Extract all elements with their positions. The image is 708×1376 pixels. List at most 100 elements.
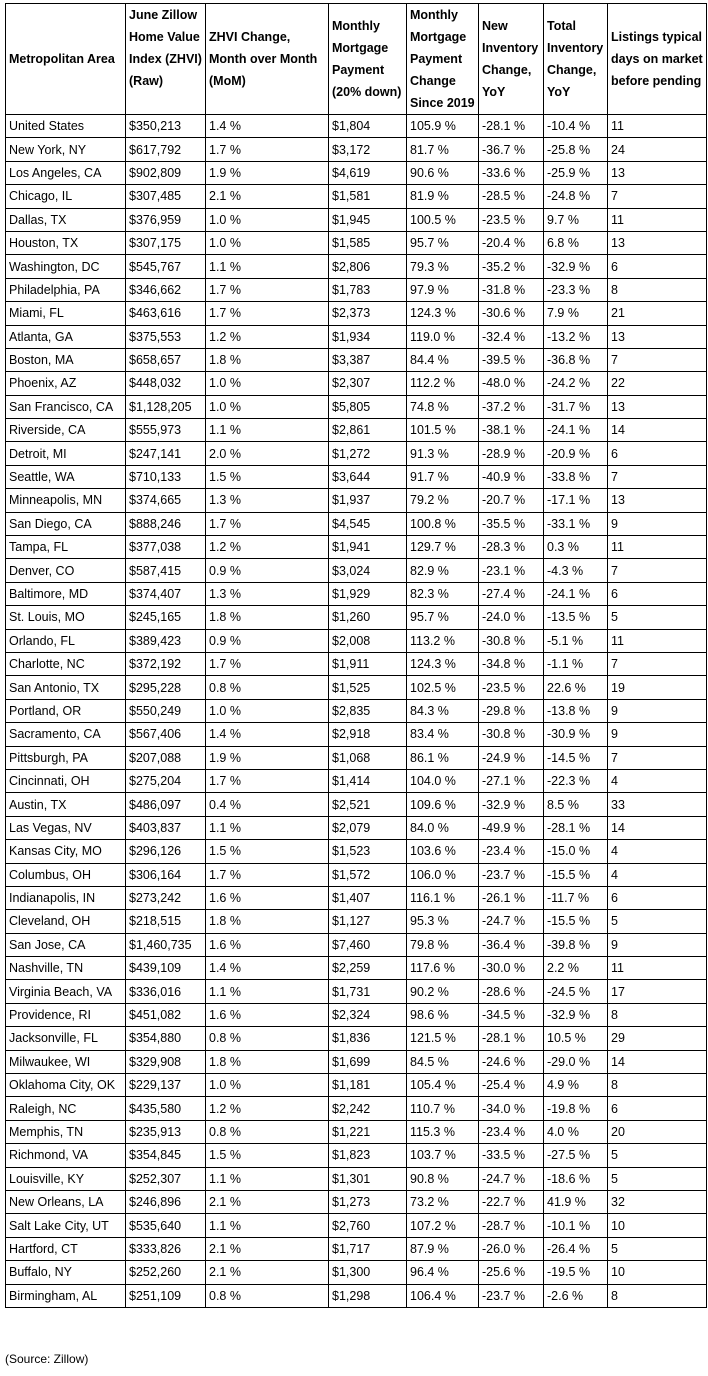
table-cell: 1.7 %	[205, 301, 329, 326]
table-cell: 1.0 %	[205, 1073, 329, 1098]
table-cell: 8	[607, 277, 707, 303]
table-cell: 0.9 %	[205, 558, 329, 583]
table-row: Pittsburgh, PA $207,088 1.9 % $1,068 86.1 % -…	[5, 745, 707, 770]
table-cell: St. Louis, MO	[5, 605, 126, 630]
table-cell: $296,126	[125, 839, 206, 864]
table-cell: 1.7 %	[205, 277, 329, 303]
table-cell: 84.3 %	[406, 698, 479, 724]
table-cell: -24.2 %	[543, 371, 608, 396]
table-cell: 117.6 %	[406, 956, 479, 981]
table-cell: 1.7 %	[205, 862, 329, 887]
table-cell: -34.0 %	[478, 1096, 544, 1121]
table-cell: 101.5 %	[406, 418, 479, 443]
table-cell: 11	[607, 113, 707, 139]
table-row: Houston, TX $307,175 1.0 % $1,585 95.7 % -20.…	[5, 230, 707, 256]
table-cell: 33	[607, 792, 707, 817]
table-cell: -28.5 %	[478, 184, 544, 209]
table-cell: -23.7 %	[478, 1283, 544, 1308]
table-cell: Dallas, TX	[5, 207, 126, 232]
table-cell: 11	[607, 628, 707, 653]
header-cell: Listings typical days on market before p…	[607, 3, 707, 115]
table-cell: 91.7 %	[406, 464, 479, 490]
table-cell: 1.6 %	[205, 932, 329, 958]
table-cell: -23.7 %	[478, 862, 544, 887]
table-cell: -15.0 %	[543, 839, 608, 864]
table-cell: 129.7 %	[406, 535, 479, 560]
table-cell: $1,585	[328, 230, 407, 256]
table-cell: 14	[607, 418, 707, 443]
table-cell: 7	[607, 745, 707, 770]
table-cell: -32.4 %	[478, 324, 544, 349]
table-cell: 79.8 %	[406, 932, 479, 958]
table-row: Denver, CO $587,415 0.9 % $3,024 82.9 % -23.1…	[5, 558, 707, 583]
table-cell: -23.1 %	[478, 558, 544, 583]
table-cell: $346,662	[125, 277, 206, 303]
table-cell: -33.5 %	[478, 1143, 544, 1168]
table-cell: 83.4 %	[406, 722, 479, 747]
table-cell: 22	[607, 371, 707, 396]
table-cell: $354,845	[125, 1143, 206, 1168]
table-cell: -27.1 %	[478, 768, 544, 794]
table-row: Hartford, CT $333,826 2.1 % $1,717 87.9 % -26…	[5, 1236, 707, 1262]
table-cell: $902,809	[125, 160, 206, 186]
table-cell: 105.4 %	[406, 1073, 479, 1098]
table-cell: 82.9 %	[406, 558, 479, 583]
table-cell: 1.5 %	[205, 464, 329, 490]
table-cell: 119.0 %	[406, 324, 479, 349]
table-cell: Las Vegas, NV	[5, 815, 126, 841]
table-cell: 1.4 %	[205, 722, 329, 747]
table-cell: 1.3 %	[205, 488, 329, 513]
table-cell: 24	[607, 137, 707, 162]
table-cell: -39.5 %	[478, 347, 544, 373]
table-row: Detroit, MI $247,141 2.0 % $1,272 91.3 % -28.…	[5, 441, 707, 466]
table-cell: 95.7 %	[406, 605, 479, 630]
table-cell: 5	[607, 909, 707, 934]
table-cell: -28.1 %	[478, 1026, 544, 1051]
table-cell: 106.4 %	[406, 1283, 479, 1308]
table-cell: 10	[607, 1260, 707, 1285]
table-cell: 109.6 %	[406, 792, 479, 817]
table-cell: $888,246	[125, 511, 206, 537]
table-row: St. Louis, MO $245,165 1.8 % $1,260 95.7 % -2…	[5, 605, 707, 630]
table-cell: 10.5 %	[543, 1026, 608, 1051]
table-cell: New Orleans, LA	[5, 1189, 126, 1215]
table-cell: 1.8 %	[205, 1049, 329, 1075]
table-cell: -13.8 %	[543, 698, 608, 724]
table-cell: $1,301	[328, 1166, 407, 1191]
table-cell: -20.4 %	[478, 230, 544, 256]
table-cell: $376,959	[125, 207, 206, 232]
table-cell: Denver, CO	[5, 558, 126, 583]
table-cell: $1,300	[328, 1260, 407, 1285]
table-cell: $375,553	[125, 324, 206, 349]
table-cell: -19.5 %	[543, 1260, 608, 1285]
table-row: Riverside, CA $555,973 1.1 % $2,861 101.5 % -…	[5, 418, 707, 443]
header-cell: New Inventory Change, YoY	[478, 3, 544, 115]
table-cell: 1.2 %	[205, 324, 329, 349]
table-row: Charlotte, NC $372,192 1.7 % $1,911 124.3 % -…	[5, 651, 707, 677]
table-cell: Birmingham, AL	[5, 1283, 126, 1308]
table-cell: 7	[607, 558, 707, 583]
table-cell: 11	[607, 207, 707, 232]
table-cell: Nashville, TN	[5, 956, 126, 981]
table-cell: 9.7 %	[543, 207, 608, 232]
table-row: San Francisco, CA $1,128,205 1.0 % $5,805 74…	[5, 394, 707, 420]
table-cell: $1,731	[328, 979, 407, 1004]
table-cell: $403,837	[125, 815, 206, 841]
table-row: Birmingham, AL $251,109 0.8 % $1,298 106.4 %…	[5, 1283, 707, 1308]
table-cell: 104.0 %	[406, 768, 479, 794]
table-row: Tampa, FL $377,038 1.2 % $1,941 129.7 % -28.3…	[5, 535, 707, 560]
table-cell: $2,079	[328, 815, 407, 841]
table-cell: Minneapolis, MN	[5, 488, 126, 513]
table-cell: $235,913	[125, 1119, 206, 1145]
table-cell: $535,640	[125, 1213, 206, 1238]
table-cell: Austin, TX	[5, 792, 126, 817]
table-cell: $710,133	[125, 464, 206, 490]
table-cell: Baltimore, MD	[5, 581, 126, 607]
table-cell: $5,805	[328, 394, 407, 420]
table-cell: -15.5 %	[543, 862, 608, 887]
table-cell: 1.7 %	[205, 768, 329, 794]
table-cell: $245,165	[125, 605, 206, 630]
table-cell: $451,082	[125, 1002, 206, 1028]
table-row: Minneapolis, MN $374,665 1.3 % $1,937 79.2 %…	[5, 488, 707, 513]
